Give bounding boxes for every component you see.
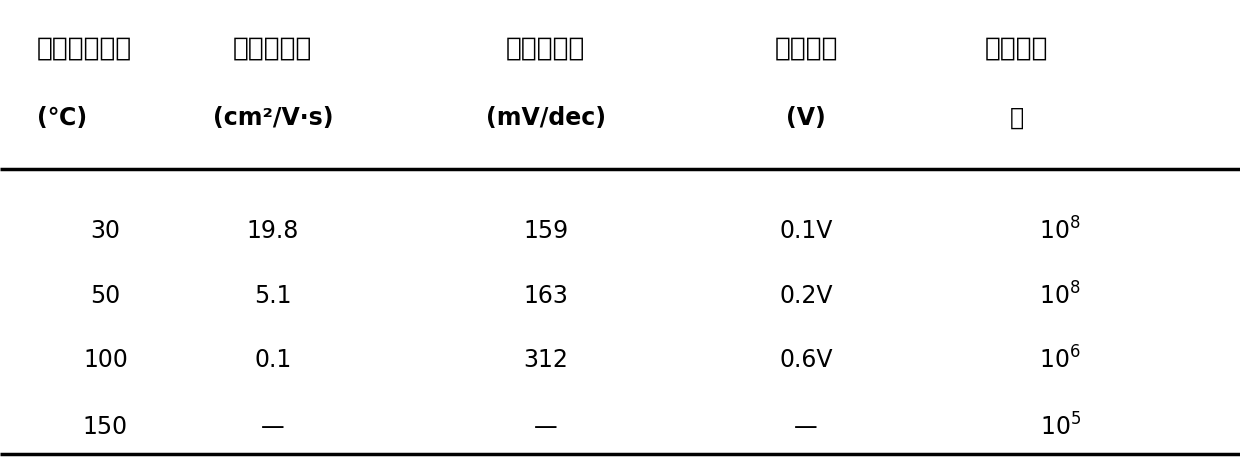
Text: (mV/dec): (mV/dec) [486,106,605,130]
Text: 5.1: 5.1 [254,284,291,308]
Text: 比: 比 [1009,106,1024,130]
Text: —: — [533,415,558,439]
Text: $10^{8}$: $10^{8}$ [1039,218,1081,244]
Text: 100: 100 [83,348,128,372]
Text: 150: 150 [83,415,128,439]
Text: 30: 30 [91,219,120,243]
Text: 最高生长温度: 最高生长温度 [37,36,133,61]
Text: 阈值电压: 阈值电压 [774,36,838,61]
Text: 0.1: 0.1 [254,348,291,372]
Text: 159: 159 [523,219,568,243]
Text: $10^{5}$: $10^{5}$ [1039,414,1081,441]
Text: 0.2V: 0.2V [779,284,833,308]
Text: —: — [260,415,285,439]
Text: —: — [794,415,818,439]
Text: 亚阈值摆幅: 亚阈值摆幅 [506,36,585,61]
Text: 0.6V: 0.6V [779,348,833,372]
Text: 312: 312 [523,348,568,372]
Text: 开关电流: 开关电流 [985,36,1049,61]
Text: 50: 50 [91,284,120,308]
Text: $10^{6}$: $10^{6}$ [1039,347,1081,374]
Text: (V): (V) [786,106,826,130]
Text: 19.8: 19.8 [247,219,299,243]
Text: (cm²/V·s): (cm²/V·s) [212,106,334,130]
Text: $10^{8}$: $10^{8}$ [1039,282,1081,309]
Text: 0.1V: 0.1V [779,219,833,243]
Text: (℃): (℃) [37,106,87,130]
Text: 163: 163 [523,284,568,308]
Text: 场效迁移率: 场效迁移率 [233,36,312,61]
